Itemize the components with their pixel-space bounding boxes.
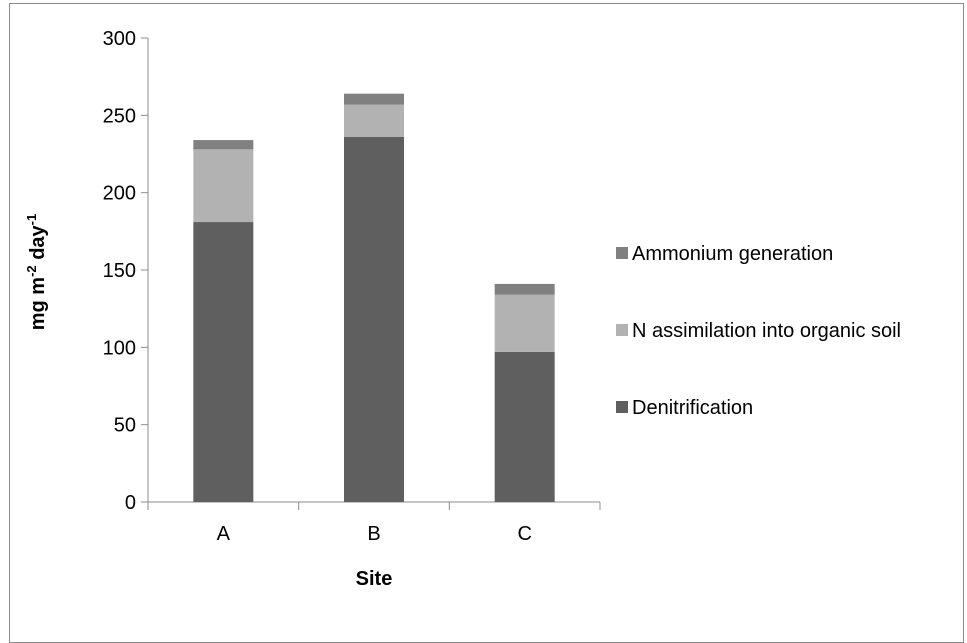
legend-swatch xyxy=(616,247,628,259)
y-tick-label: 150 xyxy=(103,260,136,282)
chart: 0 50 100 150 200 250 300 A B C mg m-2 day-1 Site… xyxy=(24,28,901,590)
y-tick-label: 50 xyxy=(114,415,136,437)
bar-segment-n-assimilation-into-organic-soil-a xyxy=(193,149,254,223)
bar-segment-ammonium-generation-c xyxy=(494,283,555,295)
y-axis-title: mg m-2 day-1 xyxy=(24,214,49,331)
x-tick-label: A xyxy=(217,523,231,545)
x-axis-title: Site xyxy=(356,568,393,590)
x-tick-label: B xyxy=(367,523,380,545)
y-tick-label: 200 xyxy=(103,183,136,205)
bars xyxy=(193,93,555,502)
bar-segment-denitrification-b xyxy=(344,136,404,502)
x-axis: A B C xyxy=(147,501,601,545)
y-axis: 0 50 100 150 200 250 300 xyxy=(103,28,149,514)
bar-segment-denitrification-c xyxy=(494,351,555,502)
y-tick-label: 0 xyxy=(125,492,136,514)
legend: Ammonium generation N assimilation into o… xyxy=(616,243,901,419)
bar-segment-ammonium-generation-b xyxy=(344,93,404,105)
legend-swatch xyxy=(616,324,628,336)
legend-swatch xyxy=(616,401,628,413)
bar-segment-ammonium-generation-a xyxy=(193,140,254,150)
legend-label: Denitrification xyxy=(632,397,753,419)
legend-label: N assimilation into organic soil xyxy=(632,320,901,342)
y-tick-label: 100 xyxy=(103,337,136,359)
y-tick-label: 300 xyxy=(103,28,136,50)
legend-label: Ammonium generation xyxy=(632,243,833,265)
x-tick-label: C xyxy=(517,523,531,545)
bar-segment-n-assimilation-into-organic-soil-b xyxy=(344,104,404,137)
bar-segment-denitrification-a xyxy=(193,222,254,502)
bar-segment-n-assimilation-into-organic-soil-c xyxy=(494,294,555,352)
y-tick-label: 250 xyxy=(103,105,136,127)
